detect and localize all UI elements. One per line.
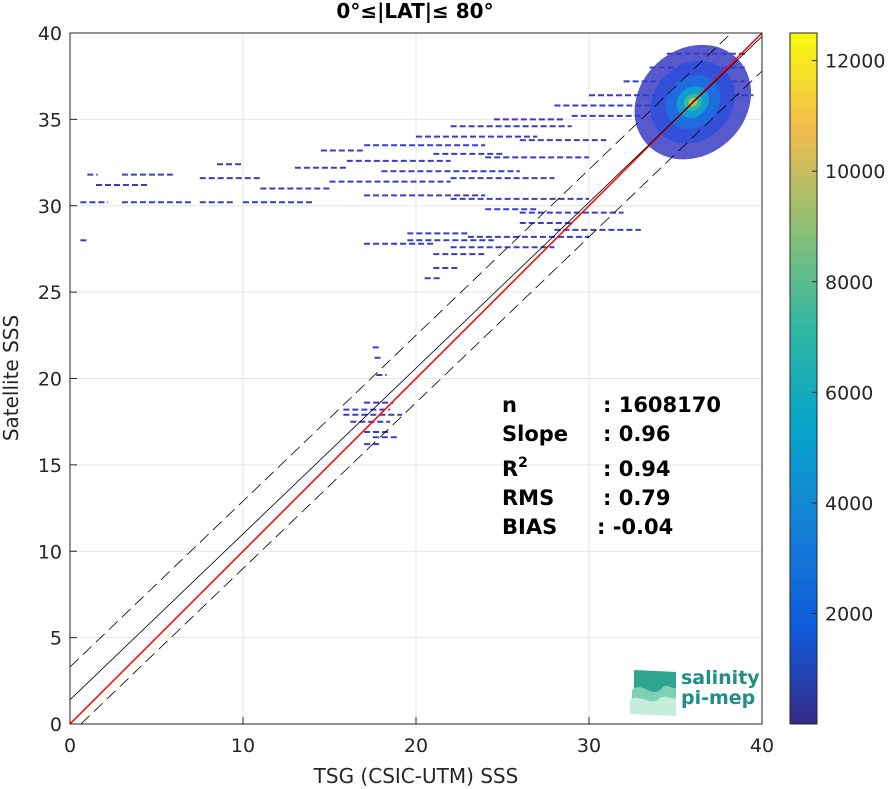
y-tick-label: 0 [50, 714, 62, 736]
colorbar-tick-label: 4000 [825, 493, 873, 515]
stat-bias-value: : -0.04 [597, 515, 673, 539]
x-axis-label: TSG (CSIC-UTM) SSS [313, 764, 519, 788]
colorbar-tick-label: 2000 [825, 603, 873, 625]
wave-logo-icon [630, 670, 676, 716]
stat-n-value: : 1608170 [603, 393, 721, 417]
stat-slope-label: Slope [502, 422, 568, 446]
colorbar-tick-label: 6000 [825, 382, 873, 404]
x-tick-label: 40 [750, 735, 774, 757]
regression-line [69, 36, 763, 701]
x-tick-label: 10 [231, 735, 255, 757]
colorbar-ticks: 2000 4000 6000 8000 10000 12000 [812, 51, 885, 625]
regression-plus-line [69, 32, 732, 668]
colorbar [789, 32, 818, 725]
stat-r2-value: : 0.94 [603, 457, 671, 481]
y-tick-label: 20 [38, 369, 62, 391]
x-tick-label: 30 [577, 735, 601, 757]
salinity-pimep-logo: salinity pi-mep [630, 667, 760, 716]
regression-lines [69, 32, 763, 725]
x-tick-label: 20 [404, 735, 428, 757]
colorbar-tick-label: 12000 [825, 51, 885, 73]
stat-n-label: n [502, 393, 517, 417]
logo-line-1: salinity [681, 667, 760, 689]
stat-r2-label: R2 [502, 455, 528, 481]
colorbar-tick-label: 10000 [825, 161, 885, 183]
y-axis-label: Satellite SSS [0, 315, 23, 441]
x-tick-label: 0 [64, 735, 76, 757]
y-tick-label: 10 [38, 541, 62, 563]
y-tick-label: 35 [38, 109, 62, 131]
y-tick-label: 15 [38, 455, 62, 477]
stat-rms-value: : 0.79 [603, 486, 671, 510]
stat-bias-label: BIAS [502, 515, 557, 539]
y-tick-label: 40 [38, 23, 62, 45]
axis-ticks: 0 10 20 30 40 0 5 10 15 20 25 30 35 40 [38, 23, 774, 757]
y-tick-label: 30 [38, 196, 62, 218]
y-tick-label: 25 [38, 282, 62, 304]
logo-line-2: pi-mep [681, 687, 755, 709]
one-to-one-line [69, 32, 763, 725]
y-tick-label: 5 [50, 628, 62, 650]
stat-rms-label: RMS [502, 486, 554, 510]
stats-annotation: n : 1608170 Slope : 0.96 R2 : 0.94 RMS :… [502, 393, 721, 539]
chart-title: 0°≤|LAT|≤ 80° [336, 0, 493, 23]
stat-slope-value: : 0.96 [603, 422, 671, 446]
colorbar-tick-label: 8000 [825, 272, 873, 294]
regression-minus-line [80, 70, 763, 725]
